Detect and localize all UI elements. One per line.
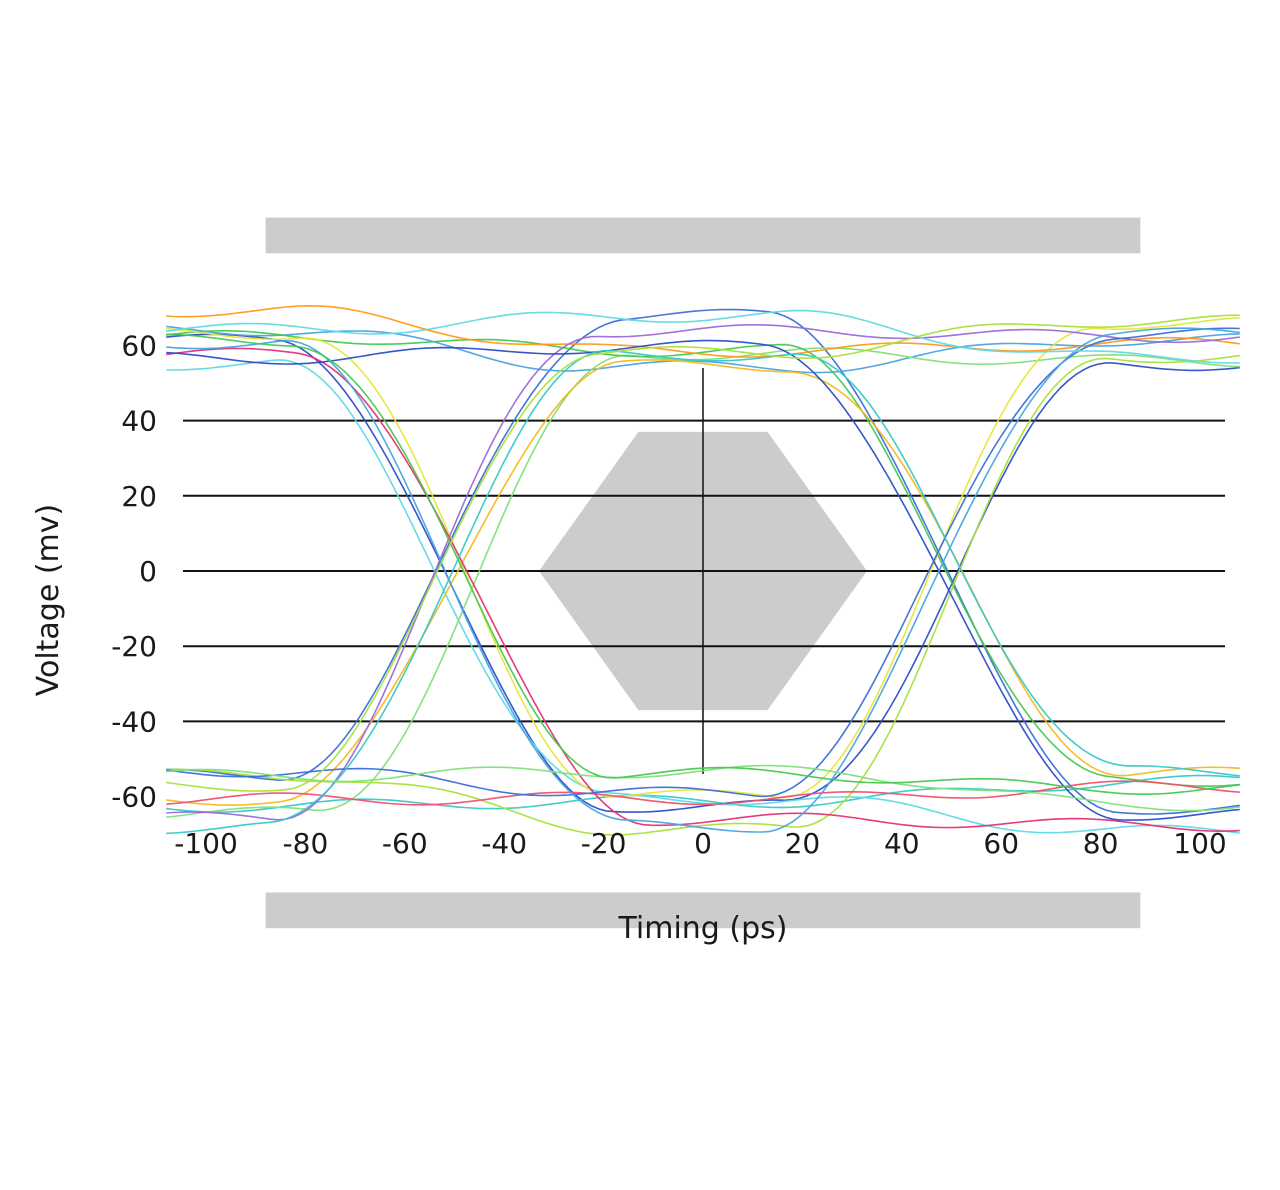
x-tick-label: -20 [581, 827, 627, 860]
y-tick-label: -20 [111, 630, 157, 663]
eye-trace [166, 339, 1240, 821]
eye-trace [166, 764, 1240, 812]
x-tick-label: -100 [174, 827, 238, 860]
eye-trace [166, 324, 1240, 821]
y-tick-label: -40 [111, 705, 157, 738]
eye-trace [166, 359, 1240, 806]
mask-upper-band [265, 217, 1141, 254]
x-tick-label: 100 [1173, 827, 1226, 860]
eye-trace [166, 309, 1240, 364]
x-tick-label: -80 [283, 827, 329, 860]
x-tick-label: 80 [1083, 827, 1119, 860]
x-tick-label: -60 [382, 827, 428, 860]
eye-trace [166, 349, 1240, 835]
eye-trace [166, 347, 1240, 833]
eye-trace [166, 780, 1240, 806]
y-axis-label: Voltage (mv) [31, 504, 66, 696]
y-tick-label: 60 [121, 329, 157, 362]
eye-trace [166, 308, 1240, 815]
eye-trace [166, 333, 1240, 813]
eye-trace [166, 347, 1240, 818]
y-tick-label: 0 [139, 555, 157, 588]
eye-trace [166, 359, 1240, 834]
x-tick-label: -40 [481, 827, 527, 860]
tick-layer: -100 -80 -60 -40 -20 0 20 40 60 80 100 -60 -40 -20 0 20… [111, 329, 1226, 860]
eye-trace [166, 329, 1240, 787]
eye-trace [166, 333, 1240, 796]
x-tick-label: 20 [785, 827, 821, 860]
x-tick-label: 60 [983, 827, 1019, 860]
y-tick-label: -60 [111, 781, 157, 814]
eye-trace [166, 314, 1240, 792]
x-tick-label: 0 [694, 827, 712, 860]
eye-trace [166, 304, 1240, 358]
y-tick-label: 40 [121, 405, 157, 438]
y-tick-label: 20 [121, 480, 157, 513]
x-axis-label: Timing (ps) [618, 911, 788, 946]
x-tick-label: 40 [884, 827, 920, 860]
grid-layer [183, 367, 1225, 775]
eye-trace [166, 774, 1240, 813]
mask-lower-band [265, 892, 1141, 929]
eye-trace [166, 327, 1240, 833]
trace-layer [166, 304, 1240, 836]
